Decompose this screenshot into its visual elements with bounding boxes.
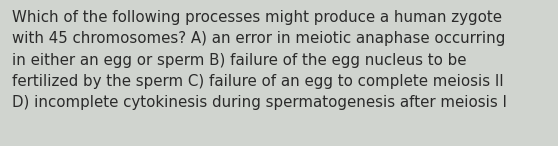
Text: Which of the following processes might produce a human zygote
with 45 chromosome: Which of the following processes might p… — [12, 10, 507, 110]
